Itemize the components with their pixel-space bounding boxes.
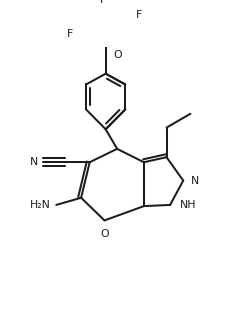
Text: O: O	[100, 228, 109, 238]
Text: F: F	[67, 29, 73, 39]
Text: O: O	[114, 50, 122, 60]
Text: N: N	[30, 157, 38, 167]
Text: H₂N: H₂N	[30, 200, 50, 210]
Text: N: N	[190, 176, 199, 186]
Text: F: F	[136, 10, 142, 20]
Text: F: F	[100, 0, 106, 5]
Text: NH: NH	[180, 200, 197, 210]
